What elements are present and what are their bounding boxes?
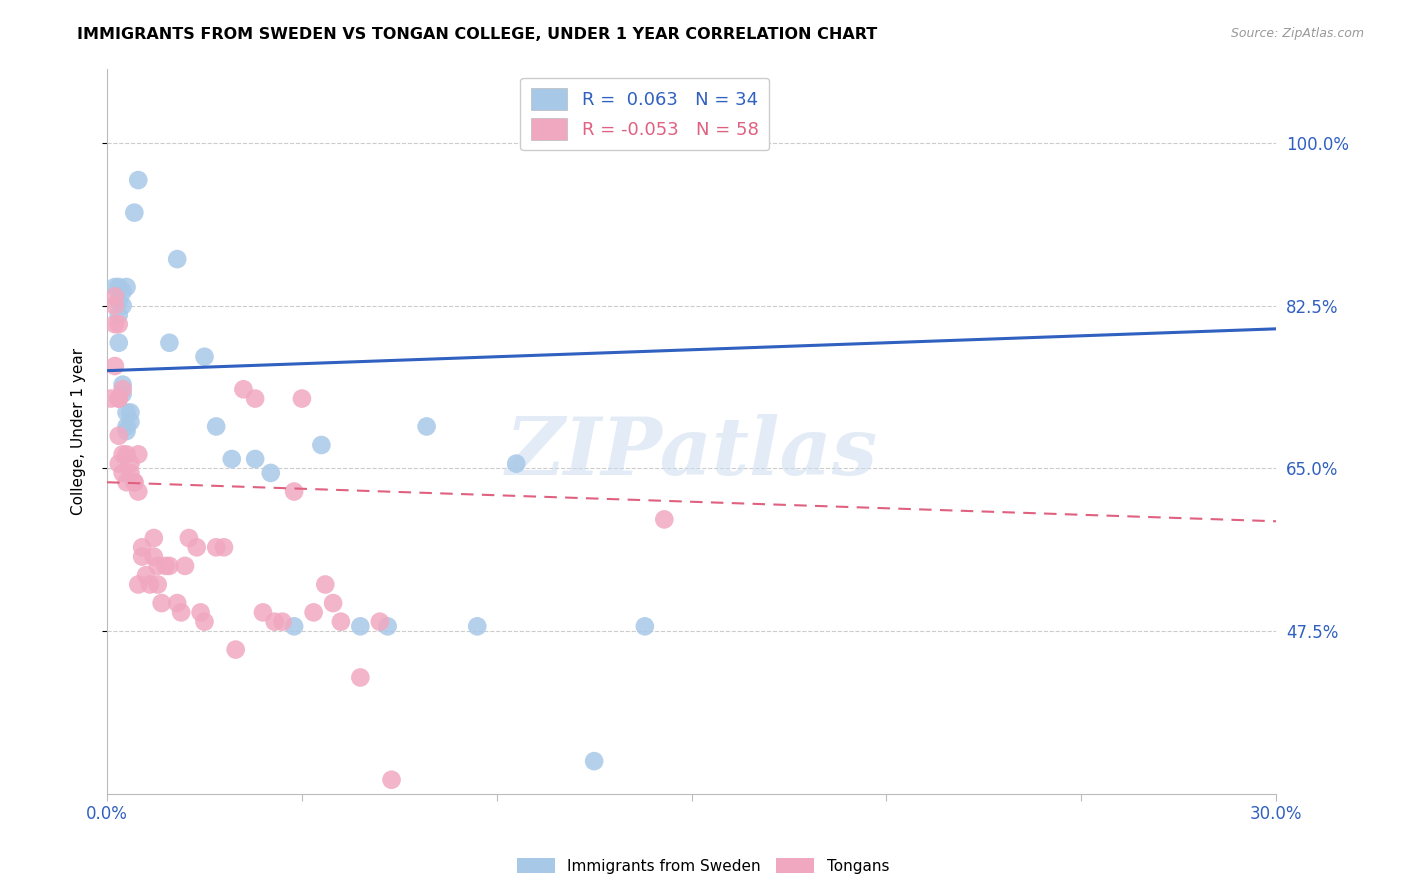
Point xyxy=(155,558,177,573)
Point xyxy=(243,452,266,467)
Point xyxy=(115,447,138,461)
Point xyxy=(380,772,402,787)
Point xyxy=(107,280,129,294)
Point xyxy=(127,173,149,187)
Point xyxy=(124,475,146,490)
Point xyxy=(107,429,129,443)
Point xyxy=(311,438,333,452)
Text: ZIPatlas: ZIPatlas xyxy=(506,414,877,491)
Point xyxy=(120,457,142,471)
Point xyxy=(415,419,437,434)
Point xyxy=(170,606,193,620)
Point xyxy=(252,606,274,620)
Point xyxy=(104,317,127,331)
Point xyxy=(127,447,149,461)
Point xyxy=(329,615,352,629)
Point xyxy=(349,670,371,684)
Point xyxy=(146,577,169,591)
Point xyxy=(107,457,129,471)
Point xyxy=(150,596,173,610)
Point xyxy=(157,335,180,350)
Point xyxy=(291,392,314,406)
Point xyxy=(177,531,200,545)
Point xyxy=(146,558,169,573)
Point xyxy=(111,382,134,396)
Point xyxy=(111,299,134,313)
Point xyxy=(186,541,208,555)
Point xyxy=(174,558,197,573)
Point xyxy=(583,754,606,768)
Point xyxy=(283,619,305,633)
Point xyxy=(652,512,675,526)
Point xyxy=(107,293,129,308)
Point xyxy=(120,405,142,419)
Point xyxy=(107,308,129,322)
Point xyxy=(111,447,134,461)
Point xyxy=(142,531,165,545)
Point xyxy=(260,466,283,480)
Point xyxy=(107,392,129,406)
Point xyxy=(131,541,153,555)
Point xyxy=(142,549,165,564)
Point xyxy=(314,577,336,591)
Point xyxy=(115,280,138,294)
Point xyxy=(465,619,488,633)
Point xyxy=(135,568,157,582)
Point xyxy=(131,549,153,564)
Point xyxy=(232,382,254,396)
Point xyxy=(107,392,129,406)
Point xyxy=(349,619,371,633)
Point xyxy=(111,387,134,401)
Point xyxy=(139,577,162,591)
Text: Source: ZipAtlas.com: Source: ZipAtlas.com xyxy=(1230,27,1364,40)
Point xyxy=(115,475,138,490)
Point xyxy=(124,475,146,490)
Text: IMMIGRANTS FROM SWEDEN VS TONGAN COLLEGE, UNDER 1 YEAR CORRELATION CHART: IMMIGRANTS FROM SWEDEN VS TONGAN COLLEGE… xyxy=(77,27,877,42)
Point xyxy=(124,205,146,219)
Point xyxy=(505,457,527,471)
Point xyxy=(111,377,134,392)
Point xyxy=(322,596,344,610)
Point xyxy=(166,596,188,610)
Point xyxy=(157,558,180,573)
Point xyxy=(193,350,215,364)
Point xyxy=(166,252,188,266)
Point xyxy=(111,285,134,299)
Point xyxy=(302,606,325,620)
Point xyxy=(193,615,215,629)
Point xyxy=(104,289,127,303)
Point xyxy=(212,541,235,555)
Point xyxy=(115,424,138,438)
Point xyxy=(205,419,228,434)
Point xyxy=(127,577,149,591)
Point xyxy=(377,619,399,633)
Legend: R =  0.063   N = 34, R = -0.053   N = 58: R = 0.063 N = 34, R = -0.053 N = 58 xyxy=(520,78,769,151)
Point xyxy=(190,606,212,620)
Point xyxy=(672,127,695,141)
Point xyxy=(205,541,228,555)
Point xyxy=(120,415,142,429)
Point xyxy=(115,419,138,434)
Point xyxy=(634,619,657,633)
Point xyxy=(283,484,305,499)
Point xyxy=(368,615,391,629)
Point xyxy=(107,317,129,331)
Point xyxy=(120,466,142,480)
Y-axis label: College, Under 1 year: College, Under 1 year xyxy=(72,348,86,515)
Point xyxy=(271,615,294,629)
Point xyxy=(111,466,134,480)
Point xyxy=(104,280,127,294)
Point xyxy=(115,405,138,419)
Point xyxy=(243,392,266,406)
Point xyxy=(221,452,243,467)
Point xyxy=(104,299,127,313)
Legend: Immigrants from Sweden, Tongans: Immigrants from Sweden, Tongans xyxy=(510,852,896,880)
Point xyxy=(104,359,127,373)
Point xyxy=(127,484,149,499)
Point xyxy=(100,392,122,406)
Point xyxy=(225,642,247,657)
Point xyxy=(107,335,129,350)
Point xyxy=(263,615,285,629)
